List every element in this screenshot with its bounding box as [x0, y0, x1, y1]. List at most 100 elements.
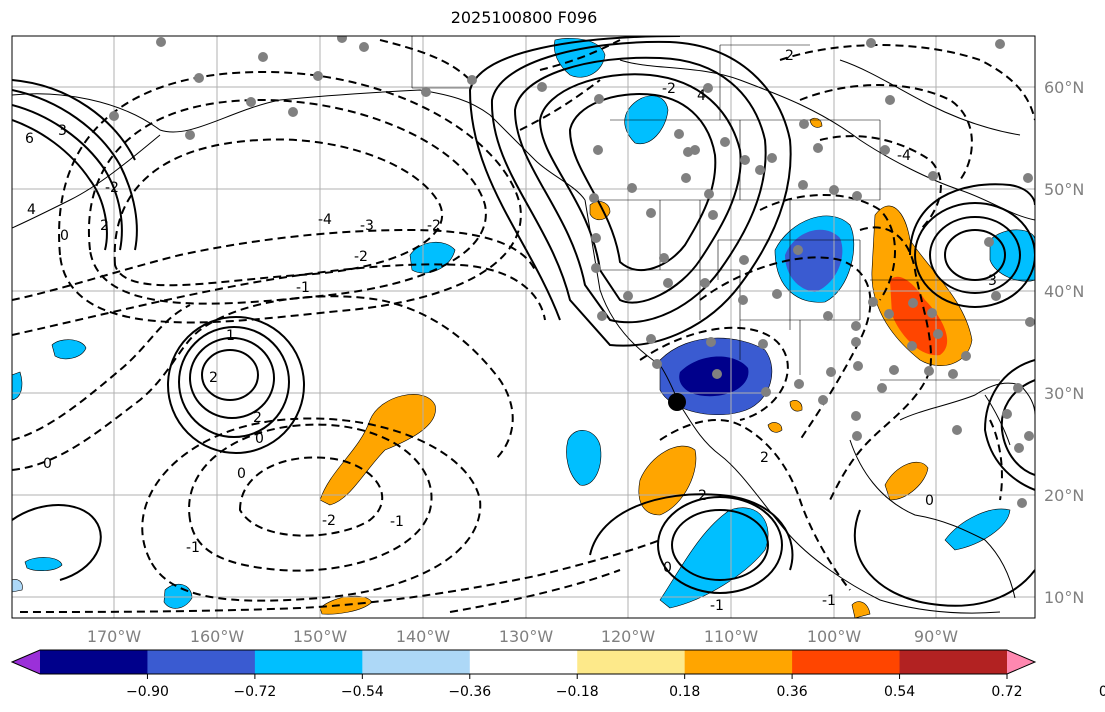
contour-label: 0: [663, 560, 672, 576]
shade-blue-west-3: [12, 371, 23, 401]
lon-label: 150°W: [293, 627, 348, 646]
contour-label: 2: [760, 450, 769, 466]
contour-label: 4: [27, 202, 36, 218]
contour-label: -4: [897, 148, 911, 164]
contour-label: -1: [390, 514, 404, 530]
contour-label: 1: [226, 328, 235, 344]
colorbar-outline: [10, 649, 1037, 675]
colorbar-extend-high: [1007, 650, 1035, 674]
contour-label: 0: [43, 456, 52, 472]
contour-label: 2: [100, 218, 109, 234]
colorbar-segment: [577, 650, 686, 674]
contour-label: -1: [186, 540, 200, 556]
coast-florida: [984, 394, 1011, 446]
contour-label: 4: [697, 88, 706, 104]
contour-label: 0: [60, 228, 69, 244]
coast-canada-north: [619, 59, 1035, 221]
colorbar-tick-label: 0.18: [669, 684, 700, 700]
contour-label: -2: [427, 218, 441, 234]
contour-label: 3: [58, 123, 67, 139]
colorbar-tick-label: −0.36: [448, 684, 491, 700]
shade-blue-west-1: [51, 339, 87, 360]
colorbar-segment: [254, 650, 363, 674]
lon-label: 170°W: [87, 627, 142, 646]
contour-label: -2: [662, 81, 676, 97]
coast-gulf: [899, 382, 1035, 421]
contour-label: 0: [237, 466, 246, 482]
contour-label: -1: [296, 280, 310, 296]
contour-label: 2: [785, 48, 794, 64]
shade-orange-baja: [638, 445, 697, 516]
lat-label: 20°N: [1044, 486, 1084, 505]
shade-blue-baja: [659, 507, 769, 609]
lon-label: 110°W: [704, 627, 759, 646]
colorbar-segment: [147, 650, 256, 674]
coast-alaska: [12, 89, 586, 201]
shade-orange-sw-2: [851, 601, 871, 618]
contour-label: -2: [322, 513, 336, 529]
contour-labels: 6 3 2 4 0 -2 -4 -3 -2 -2 -1 2 2 0 0 -2 -…: [25, 48, 997, 614]
colorbar-tick-label: −0.18: [556, 684, 599, 700]
colorbar-ticks: −0.90 −0.72 −0.54 −0.36 −0.18 0.18 0.36 0.54 0.7…: [126, 674, 1105, 700]
shade-orange-mississippi: [871, 205, 973, 367]
shade-orange-pacific: [319, 394, 436, 506]
shade-lightblue-west: [12, 579, 23, 593]
latitude-labels: 60°N 50°N 40°N 30°N 20°N 10°N: [1044, 78, 1084, 607]
contour-label: 3: [988, 273, 997, 289]
coast-west-us: [584, 199, 681, 406]
contour-label: -4: [318, 212, 332, 228]
colorbar-extend-low: [12, 650, 40, 674]
colorbar-segment: [469, 650, 578, 674]
colorbar-tick-label: −0.72: [233, 684, 276, 700]
lon-label: 130°W: [499, 627, 554, 646]
longitude-labels: 170°W 160°W 150°W 140°W 130°W 120°W 110°…: [87, 627, 958, 646]
contour-label: -3: [360, 218, 374, 234]
lon-label: 90°W: [914, 627, 958, 646]
lat-label: 40°N: [1044, 282, 1084, 301]
contours-negative: [12, 39, 1035, 613]
colorbar-segment: [40, 650, 148, 674]
coast-hudson: [839, 59, 1021, 136]
colorbar-segment: [684, 650, 793, 674]
lat-label: 30°N: [1044, 384, 1084, 403]
shaded-anomaly-layer: [12, 37, 1035, 618]
lat-label: 10°N: [1044, 588, 1084, 607]
colorbar-tick-label: −0.90: [126, 684, 169, 700]
contour-label: -1: [822, 593, 836, 609]
graticule: [12, 36, 1035, 618]
shade-orange-gulf: [884, 461, 929, 501]
lon-label: 140°W: [396, 627, 451, 646]
lon-label: 160°W: [190, 627, 245, 646]
shade-red-mississippi: [890, 276, 948, 356]
colorbar-tick-label: 0.54: [884, 684, 915, 700]
colorbar-segment: [792, 650, 901, 674]
colorbar-tick-label: 0.36: [777, 684, 808, 700]
boundaries: [411, 36, 1035, 381]
colorbar: [10, 649, 1037, 675]
station-markers: [109, 36, 1035, 508]
coast-aleutians: [12, 134, 161, 229]
contour-label: 2: [253, 410, 262, 426]
contours-positive: [12, 36, 1035, 607]
contour-label: 2: [698, 488, 707, 504]
colorbar-segment: [362, 650, 471, 674]
lon-label: 120°W: [601, 627, 656, 646]
contour-label: 6: [25, 131, 34, 147]
colorbar-tick-label: 0.72: [991, 684, 1022, 700]
shade-orange-sw-4: [789, 400, 803, 412]
shade-orange-sw-5: [809, 117, 823, 128]
highlight-marker: [668, 393, 686, 411]
shade-blue-caribbean: [944, 508, 1011, 551]
shade-blue-west-2: [163, 583, 193, 609]
contour-label: 0: [925, 493, 934, 509]
lat-label: 50°N: [1044, 180, 1084, 199]
contour-label: -2: [354, 249, 368, 265]
contour-label: 0: [255, 431, 264, 447]
map-title: 2025100800 F096: [450, 8, 598, 27]
contour-label: -2: [105, 180, 119, 196]
coastlines: [12, 59, 1035, 614]
shade-blue-west-4: [24, 557, 63, 571]
colorbar-segment: [899, 650, 1008, 674]
lon-label: 100°W: [807, 627, 862, 646]
